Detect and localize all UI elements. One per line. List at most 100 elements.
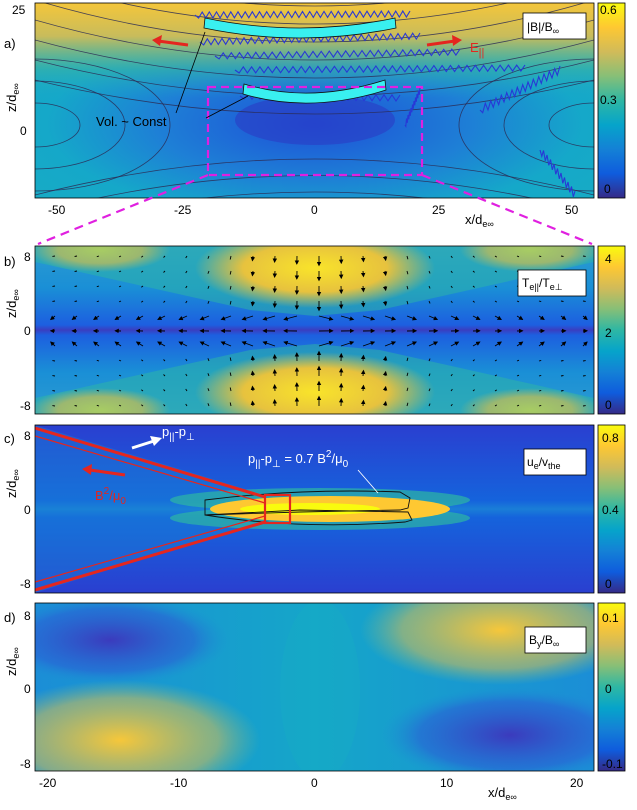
velocity-arrow	[262, 315, 276, 321]
panel-a-xtick: 50	[565, 203, 579, 217]
panel-d-xtick: 0	[311, 776, 318, 790]
velocity-arrow	[118, 300, 122, 303]
velocity-arrow	[560, 300, 564, 302]
velocity-arrow	[74, 405, 78, 407]
volume-pointer-line	[175, 31, 206, 114]
velocity-arrow	[163, 255, 166, 258]
panel-a-xtick: -25	[174, 203, 192, 217]
field-lines	[35, 3, 594, 198]
velocity-arrow	[241, 341, 254, 347]
velocity-arrow	[560, 375, 564, 377]
velocity-arrow	[185, 373, 188, 377]
velocity-arrow	[406, 357, 409, 362]
panel-c-legend: ue/vthe	[527, 455, 561, 471]
panel-b-ytick: -8	[20, 399, 31, 413]
velocity-arrow	[516, 341, 524, 347]
velocity-arrow	[141, 389, 144, 392]
velocity-arrow	[450, 315, 460, 321]
velocity-arrow	[360, 270, 366, 278]
velocity-arrow	[406, 387, 409, 392]
velocity-arrow	[229, 270, 232, 275]
panel-d-frame	[34, 602, 595, 772]
svg-text:x/de∞: x/de∞	[465, 212, 494, 229]
velocity-arrow	[406, 315, 418, 321]
field-line	[35, 80, 126, 170]
velocity-arrow	[360, 255, 366, 263]
velocity-arrow	[382, 355, 388, 362]
panel-a-ytick: 0	[20, 124, 27, 138]
velocity-arrow	[428, 255, 431, 259]
velocity-arrow	[494, 404, 498, 407]
velocity-arrow	[250, 400, 256, 407]
panel-d-ylabel: z/de∞	[4, 647, 21, 676]
velocity-arrow	[494, 359, 498, 362]
panel-b-legend-box	[517, 269, 587, 297]
velocity-arrow	[118, 255, 122, 258]
panel-b-cbar-tick: 4	[605, 252, 612, 266]
panel-c-frame	[34, 424, 595, 594]
velocity-arrow	[74, 285, 78, 287]
panel-b-ylabel: z/de∞	[4, 289, 21, 318]
panel-d-ytick: 8	[24, 609, 31, 623]
velocity-arrow	[283, 340, 298, 347]
velocity-arrow	[199, 341, 210, 347]
panel-b-ytick: 8	[24, 250, 31, 264]
velocity-arrow	[428, 300, 431, 304]
velocity-arrow	[135, 315, 144, 320]
panel-a-legend-box	[522, 12, 587, 40]
velocity-arrow	[71, 341, 78, 347]
panel-d-xtick: 20	[570, 776, 584, 790]
field-line	[35, 58, 171, 192]
efield-arrowhead-right	[452, 35, 462, 46]
velocity-arrow	[428, 315, 439, 321]
velocity-arrow	[250, 255, 256, 262]
velocity-arrow	[220, 341, 232, 347]
velocity-arrow	[560, 341, 567, 347]
volume-pointer-line	[205, 95, 249, 119]
panel-c-ytick: 0	[24, 503, 31, 517]
field-line	[35, 19, 594, 61]
panel-c-legend-box	[523, 448, 587, 476]
velocity-arrow	[250, 270, 256, 277]
velocity-arrow	[450, 358, 453, 362]
panel-b-colorbar	[597, 245, 626, 415]
panel-b-tag: b)	[4, 254, 16, 269]
velocity-arrow	[250, 385, 256, 392]
panel-d-colorbar	[597, 602, 626, 772]
velocity-arrow	[340, 315, 355, 321]
panel-b: b) 8 0 -8 z/de∞ Te||/Te⊥ 4 2 0	[4, 245, 626, 415]
velocity-arrow	[494, 285, 498, 288]
velocity-arrow	[450, 373, 453, 377]
velocity-arrow	[360, 384, 366, 392]
velocity-arrow	[229, 300, 232, 305]
velocity-arrow	[141, 300, 144, 303]
panel-d-ytick: -8	[20, 757, 31, 771]
panel-a-xlabel: x/de∞	[465, 212, 494, 229]
velocity-arrow	[74, 300, 78, 302]
velocity-arrow	[428, 285, 431, 289]
velocity-arrow	[185, 285, 188, 289]
panel-c-cbar-tick: 0.8	[602, 431, 619, 445]
velocity-arrow	[472, 315, 481, 320]
velocity-arrow	[157, 341, 166, 347]
velocity-arrow	[494, 300, 498, 303]
velocity-arrow	[406, 285, 409, 290]
panel-a-cbar-tick: 0.3	[600, 93, 617, 107]
velocity-arrow	[450, 388, 453, 392]
field-line	[548, 102, 594, 148]
panel-b-cbar-tick: 0	[605, 398, 612, 412]
velocity-arrow	[450, 255, 453, 259]
panel-d-legend: By/B∞	[529, 633, 559, 649]
velocity-arrow	[185, 270, 188, 274]
velocity-arrow	[560, 405, 564, 407]
velocity-arrow	[318, 315, 334, 321]
field-line	[43, 3, 586, 43]
velocity-arrow	[472, 389, 475, 392]
field-line	[35, 39, 594, 79]
field-line	[35, 79, 594, 115]
velocity-arrow	[428, 341, 439, 347]
velocity-arrow	[141, 285, 144, 288]
velocity-arrow	[283, 315, 298, 321]
velocity-arrow	[516, 300, 520, 303]
